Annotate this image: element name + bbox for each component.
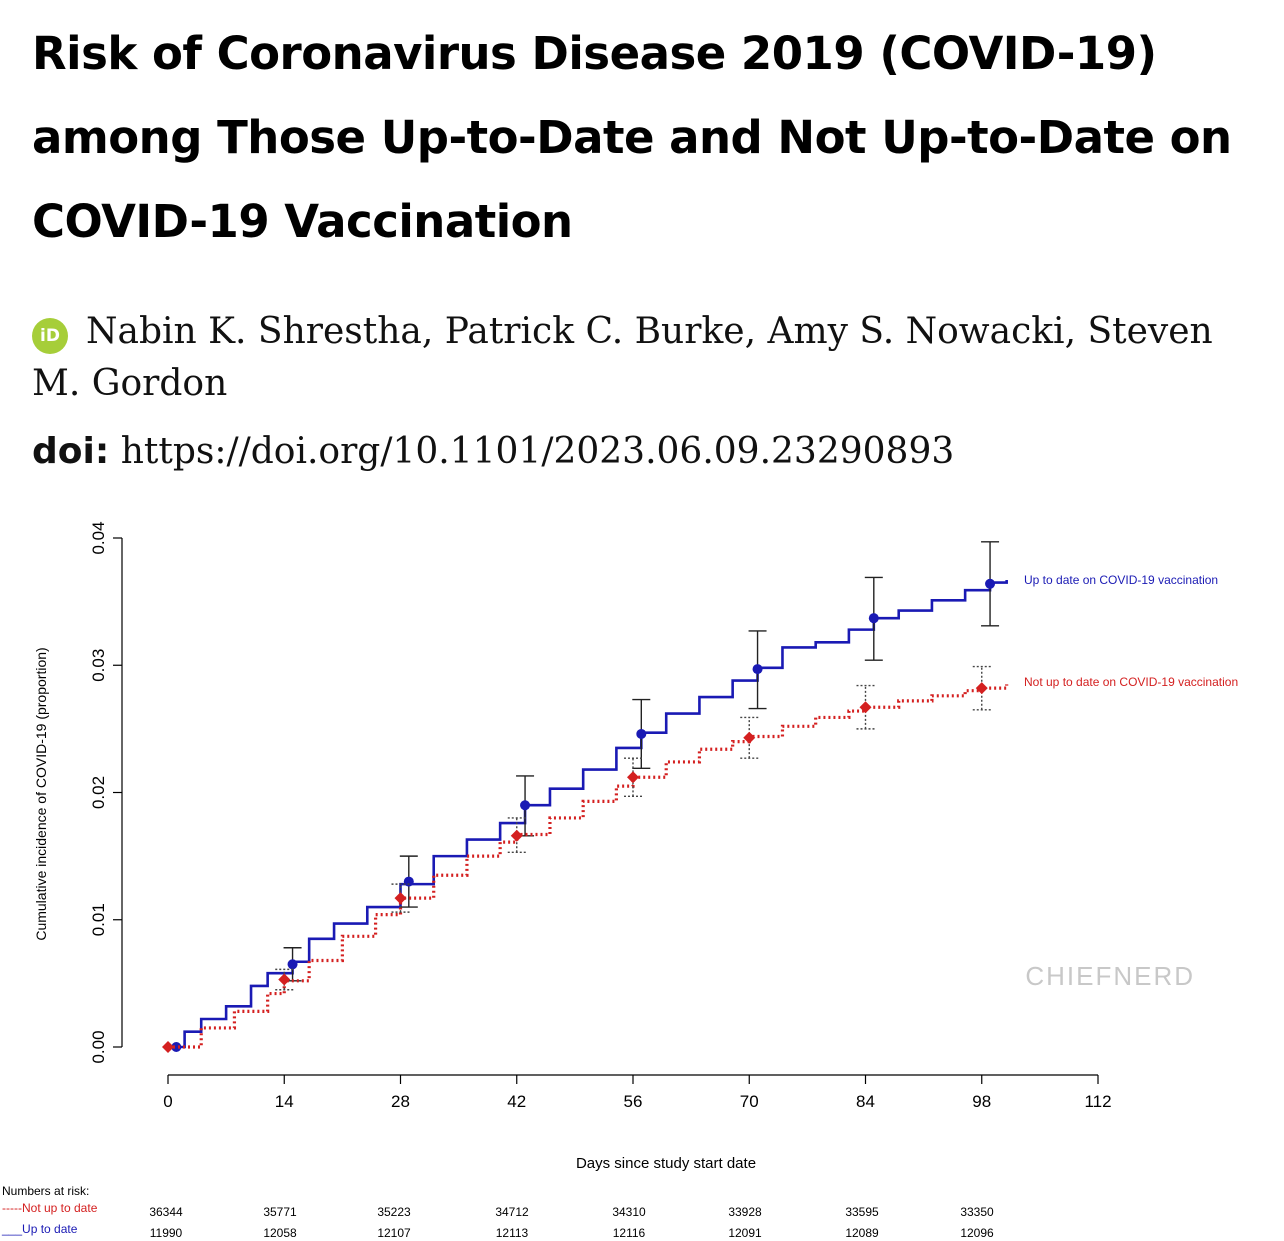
- point-not-up-to-date: [743, 731, 756, 744]
- point-not-up-to-date: [975, 682, 988, 695]
- y-tick-label: 0.04: [89, 521, 108, 554]
- risk-cell: 35223: [377, 1205, 411, 1219]
- risk-cell: 11990: [150, 1226, 183, 1240]
- point-up-to-date: [520, 800, 531, 811]
- numbers-at-risk-table: Numbers at risk: -----Not up to date 36344…: [1, 1184, 994, 1240]
- point-up-to-date: [287, 959, 298, 970]
- point-up-to-date: [403, 876, 414, 887]
- watermark: CHIEFNERD: [1025, 961, 1195, 991]
- x-tick-label: 56: [624, 1092, 643, 1111]
- risk-cell: 33350: [960, 1205, 994, 1219]
- point-up-to-date: [985, 578, 996, 589]
- x-tick-label: 112: [1084, 1092, 1111, 1111]
- y-tick-label: 0.02: [89, 776, 108, 809]
- doi-label: doi:: [32, 431, 110, 472]
- doi-link[interactable]: https://doi.org/10.1101/2023.06.09.23290…: [120, 431, 955, 472]
- x-tick-label: 70: [740, 1092, 759, 1111]
- x-tick-label: 98: [972, 1092, 991, 1111]
- axes: 0.00 0.01 0.02 0.03 0.04 0 14 28 42 56 70 84 98 112 Da…: [33, 521, 1112, 1172]
- risk-cell: 36344: [149, 1205, 183, 1219]
- risk-cell: 33595: [845, 1205, 879, 1219]
- point-not-up-to-date: [627, 771, 639, 784]
- orcid-icon[interactable]: iD: [32, 318, 68, 354]
- x-tick-label: 42: [507, 1092, 526, 1111]
- point-not-up-to-date: [394, 892, 407, 905]
- point-not-up-to-date: [510, 829, 523, 842]
- risk-cell: 12113: [496, 1226, 529, 1240]
- paper-title: Risk of Coronavirus Disease 2019 (COVID-…: [32, 27, 1232, 248]
- point-up-to-date: [171, 1042, 182, 1052]
- risk-row-label: ___Up to date: [1, 1222, 78, 1236]
- point-not-up-to-date: [162, 1041, 174, 1053]
- y-tick-label: 0.03: [89, 649, 108, 682]
- risk-row-label: -----Not up to date: [2, 1201, 98, 1215]
- series-line-up-to-date: [168, 579, 1008, 1049]
- risk-cell: 12058: [263, 1226, 297, 1240]
- risk-cell: 35771: [263, 1205, 297, 1219]
- cumulative-incidence-chart: 0.00 0.01 0.02 0.03 0.04 0 14 28 42 56 70 84 98 112 Da…: [1, 521, 1238, 1240]
- point-up-to-date: [868, 613, 879, 624]
- risk-cell: 12091: [728, 1226, 762, 1240]
- x-tick-label: 0: [163, 1092, 172, 1111]
- legend-up-to-date: Up to date on COVID-19 vaccination: [1024, 573, 1218, 587]
- point-not-up-to-date: [278, 973, 291, 986]
- point-up-to-date: [752, 664, 763, 675]
- legend-not-up-to-date: Not up to date on COVID-19 vaccination: [1024, 675, 1238, 689]
- point-up-to-date: [636, 728, 647, 739]
- risk-cell: 34310: [612, 1205, 646, 1219]
- y-axis-label: Cumulative incidence of COVID-19 (propor…: [33, 647, 49, 940]
- point-not-up-to-date: [859, 701, 872, 714]
- series-line-not-up-to-date: [168, 684, 1009, 1049]
- x-tick-label: 28: [391, 1092, 410, 1111]
- risk-cell: 12107: [377, 1226, 411, 1240]
- risk-table-title: Numbers at risk:: [2, 1184, 89, 1198]
- risk-cell: 34712: [495, 1205, 529, 1219]
- y-tick-label: 0.00: [89, 1030, 108, 1063]
- x-tick-label: 84: [856, 1092, 875, 1111]
- risk-cell: 33928: [728, 1205, 762, 1219]
- risk-cell: 12096: [960, 1226, 994, 1240]
- doi-line: doi: https://doi.org/10.1101/2023.06.09.…: [32, 426, 1262, 478]
- x-tick-label: 14: [275, 1092, 294, 1111]
- y-tick-label: 0.01: [89, 903, 108, 936]
- author-line: iD Nabin K. Shrestha, Patrick C. Burke, A…: [32, 306, 1262, 410]
- author-names: Nabin K. Shrestha, Patrick C. Burke, Amy…: [32, 311, 1213, 404]
- risk-cell: 12089: [845, 1226, 879, 1240]
- series-layer: Up to date on COVID-19 vaccination Not up…: [162, 541, 1238, 1053]
- risk-cell: 12116: [613, 1226, 646, 1240]
- x-axis-label: Days since study start date: [576, 1155, 756, 1172]
